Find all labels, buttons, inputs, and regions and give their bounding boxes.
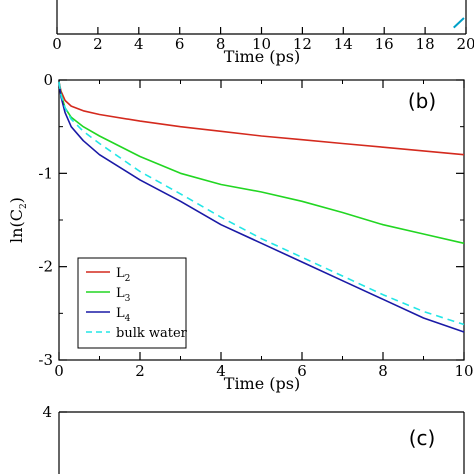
b-y-tick-label-2: -2 — [38, 258, 53, 276]
panel-b-x-axis-title: Time (ps) — [224, 374, 300, 393]
top-x-tick-label-4: 8 — [216, 35, 226, 53]
panel-c-y-tick-label: 4 — [42, 403, 52, 421]
top-x-tick-label-1: 2 — [93, 35, 103, 53]
top-panel-x-axis-title: Time (ps) — [224, 47, 300, 66]
b-x-tick-label-3: 6 — [297, 362, 307, 380]
panel-b: 0 2 4 6 8 10 0 -1 -2 -3 (b) Time (ps) ln(C2) L2 L3… — [7, 71, 474, 393]
top-x-tick-label-0: 0 — [52, 35, 62, 53]
b-series-line-3 — [58, 81, 465, 326]
top-x-tick-label-5: 10 — [252, 35, 271, 53]
top-series-line-0 — [453, 17, 465, 29]
legend-label-1: L3 — [116, 286, 131, 304]
b-x-tick-label-5: 10 — [454, 362, 473, 380]
panel-c-label: (c) — [409, 426, 436, 450]
top-x-tick-label-10: 20 — [456, 35, 474, 53]
top-x-tick-label-7: 14 — [334, 35, 353, 53]
b-x-tick-label-1: 2 — [135, 362, 145, 380]
panel-c-partial: 4 (c) — [42, 403, 465, 474]
top-panel-partial: 0 2 4 6 8 10 12 14 16 18 20 Time (ps) — [52, 0, 474, 66]
b-x-tick-label-4: 8 — [378, 362, 388, 380]
top-x-tick-label-8: 16 — [375, 35, 394, 53]
top-x-tick-label-3: 6 — [175, 35, 185, 53]
b-y-tick-label-1: -1 — [38, 164, 53, 182]
legend-label-3: bulk water — [116, 326, 188, 341]
legend-items: L2 L3 L4 bulk water — [86, 266, 188, 341]
legend-label-2: L4 — [116, 306, 131, 324]
panel-b-legend: L2 L3 L4 bulk water — [77, 257, 188, 349]
legend-label-0: L2 — [116, 266, 130, 284]
b-x-tick-label-0: 0 — [54, 362, 64, 380]
top-panel-series — [453, 17, 465, 29]
top-x-tick-label-9: 18 — [416, 35, 435, 53]
b-x-tick-label-2: 4 — [216, 362, 226, 380]
panel-b-y-axis-title: ln(C2) — [7, 197, 29, 243]
panel-b-series — [58, 81, 465, 333]
b-series-line-2 — [58, 81, 465, 333]
b-y-tick-label-0: 0 — [43, 71, 53, 89]
panel-b-ticks: 0 2 4 6 8 10 0 -1 -2 -3 — [38, 71, 473, 380]
b-y-tick-label-3: -3 — [38, 351, 53, 369]
b-series-line-1 — [58, 81, 465, 245]
b-series-line-0 — [58, 81, 465, 156]
top-x-tick-label-2: 4 — [134, 35, 144, 53]
top-x-tick-label-6: 12 — [293, 35, 312, 53]
legend-box — [77, 257, 187, 349]
top-panel-x-ticks: 0 2 4 6 8 10 12 14 16 18 20 — [52, 27, 474, 53]
panel-b-label: (b) — [408, 89, 436, 113]
